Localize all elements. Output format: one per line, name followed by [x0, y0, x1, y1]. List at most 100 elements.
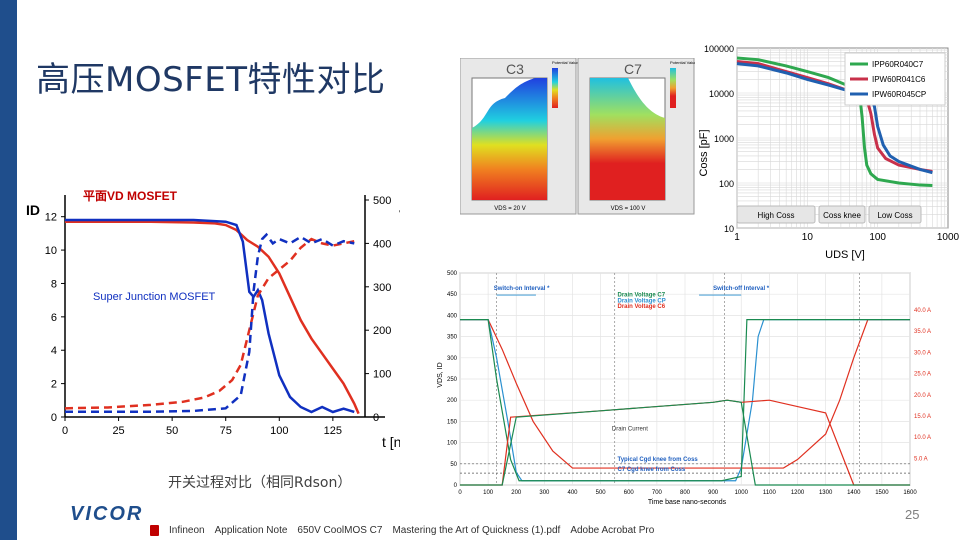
left-accent-bar: [0, 0, 17, 540]
y-tick-label: 8: [51, 278, 57, 290]
y2-tick-label: 25.0 A: [914, 372, 931, 378]
annotation-planar: 平面VD MOSFET: [83, 189, 178, 203]
x-tick-label: 100: [483, 490, 494, 496]
x-tick-label: 100: [270, 425, 288, 437]
y-tick-label: 50: [450, 462, 457, 468]
annotation: C7 Cgd knee from Coss: [618, 467, 686, 473]
region-label: Coss knee: [823, 211, 861, 220]
y2-tick-label: 10.0 A: [914, 435, 931, 441]
legend-label: IPW60R041C6: [872, 75, 926, 84]
annotation: Switch-off Interval *: [713, 286, 770, 292]
y2-tick-label: 200: [373, 325, 391, 337]
x-tick-label: 1400: [847, 490, 861, 496]
y2-tick-label: 400: [373, 238, 391, 250]
x-tick-label: 200: [511, 490, 522, 496]
y2-axis-label: VDS: [399, 207, 400, 223]
y-tick-label: 1000: [714, 134, 734, 144]
y-tick-label: 6: [51, 312, 57, 324]
y-tick-label: 150: [447, 419, 458, 425]
taskbar-item[interactable]: 650V CoolMOS C7: [297, 525, 383, 536]
taskbar-item[interactable]: Adobe Acrobat Pro: [570, 525, 655, 536]
region-label: High Coss: [758, 211, 795, 220]
taskbar-item[interactable]: Infineon: [169, 525, 205, 536]
potential-heatmaps: C3 VDS = 20 V Potential Values C7 VDS = 100 …: [460, 58, 695, 215]
x-tick-label: 1: [734, 232, 740, 243]
y-axis-label: ID: [26, 202, 40, 218]
heatmap-condition: VDS = 100 V: [611, 206, 646, 212]
heatmap-title: C7: [624, 61, 642, 77]
x-tick-label: 300: [539, 490, 550, 496]
legend-label: Drain Voltage C6: [618, 304, 666, 310]
y-tick-label: 100000: [704, 44, 734, 54]
switch-interval-chart: 0 100 200 300 400 500 600 700 800 900 1000 1100 1200…: [437, 271, 931, 506]
y-tick-label: 12: [45, 212, 57, 224]
y2-tick-label: 5.0 A: [914, 456, 928, 462]
heatmap-field: [472, 78, 547, 200]
x-tick-label: 100: [869, 232, 886, 243]
heatmap-title: C3: [506, 61, 524, 77]
heatmap-legend-title: Potential Values: [552, 60, 581, 65]
y2-tick-label: 100: [373, 369, 391, 381]
series-line: [460, 399, 910, 486]
series-line: [65, 218, 355, 414]
y-tick-label: 2: [51, 379, 57, 391]
heatmap-legend-bar: [552, 68, 558, 108]
heatmap-legend-title: Potential Values: [670, 60, 695, 65]
y2-tick-label: 20.0 A: [914, 393, 931, 399]
y-tick-label: 400: [447, 313, 458, 319]
switching-chart: 0 2 4 6 8 10 12 0 100 200 300 400 500 0 25 50 75 100 125 ID…: [26, 189, 400, 450]
y2-tick-label: 35.0 A: [914, 329, 931, 335]
x-axis-label: t [ns]: [382, 434, 400, 450]
x-tick-label: 600: [624, 490, 635, 496]
series-line: [65, 232, 355, 414]
y-tick-label: 200: [447, 398, 458, 404]
slide-title: 高压MOSFET特性对比: [36, 60, 386, 100]
x-tick-label: 900: [708, 490, 719, 496]
y2-tick-label: 40.0 A: [914, 308, 931, 314]
x-tick-label: 0: [62, 425, 68, 437]
y-tick-label: 250: [447, 377, 458, 383]
x-tick-label: 1100: [763, 490, 777, 496]
x-tick-label: 1200: [791, 490, 805, 496]
vicor-logo: VICOR: [70, 503, 144, 525]
y-tick-label: 0: [454, 483, 458, 489]
legend-label: Drain Voltage CP: [618, 298, 666, 304]
page-number: 25: [905, 507, 920, 522]
y-tick-label: 500: [447, 271, 458, 277]
taskbar-item[interactable]: Application Note: [214, 525, 288, 536]
x-tick-label: 50: [166, 425, 178, 437]
x-tick-label: 75: [220, 425, 232, 437]
y-tick-label: 10: [724, 224, 734, 234]
taskbar: Infineon Application Note 650V CoolMOS C…: [150, 525, 654, 536]
heatmap-condition: VDS = 20 V: [494, 206, 526, 212]
series-line: [460, 319, 910, 482]
legend-label: Drain Voltage C7: [618, 292, 666, 298]
annotation: Typical Cgd knee from Coss: [618, 457, 699, 463]
y-tick-label: 100: [719, 179, 734, 189]
y2-tick-label: 300: [373, 282, 391, 294]
y-axis-label: VDS, ID: [437, 362, 444, 387]
y2-tick-label: 30.0 A: [914, 350, 931, 356]
x-tick-label: 400: [567, 490, 578, 496]
y-tick-label: 450: [447, 292, 458, 298]
y-tick-label: 0: [51, 412, 57, 424]
y2-tick-label: 15.0 A: [914, 414, 931, 420]
annotation-superjunction: Super Junction MOSFET: [93, 291, 216, 303]
x-tick-label: 1000: [937, 232, 960, 243]
x-axis-label: Time base nano-seconds: [648, 499, 727, 506]
taskbar-item[interactable]: Mastering the Art of Quickness (1).pdf: [392, 525, 561, 536]
y-tick-label: 10000: [709, 89, 734, 99]
series-line: [64, 237, 355, 410]
series-line: [736, 56, 933, 187]
region-box: [868, 205, 922, 224]
legend: IPP60R040C7 IPW60R041C6 IPW60R045CP: [844, 52, 946, 106]
y-tick-label: 100: [447, 441, 458, 447]
x-tick-label: 125: [324, 425, 342, 437]
x-tick-label: 0: [458, 490, 462, 496]
region-label: Low Coss: [877, 211, 912, 220]
y-tick-label: 10: [45, 245, 57, 257]
y-tick-label: 300: [447, 356, 458, 362]
x-tick-label: 1300: [819, 490, 833, 496]
region-box: [736, 205, 816, 224]
